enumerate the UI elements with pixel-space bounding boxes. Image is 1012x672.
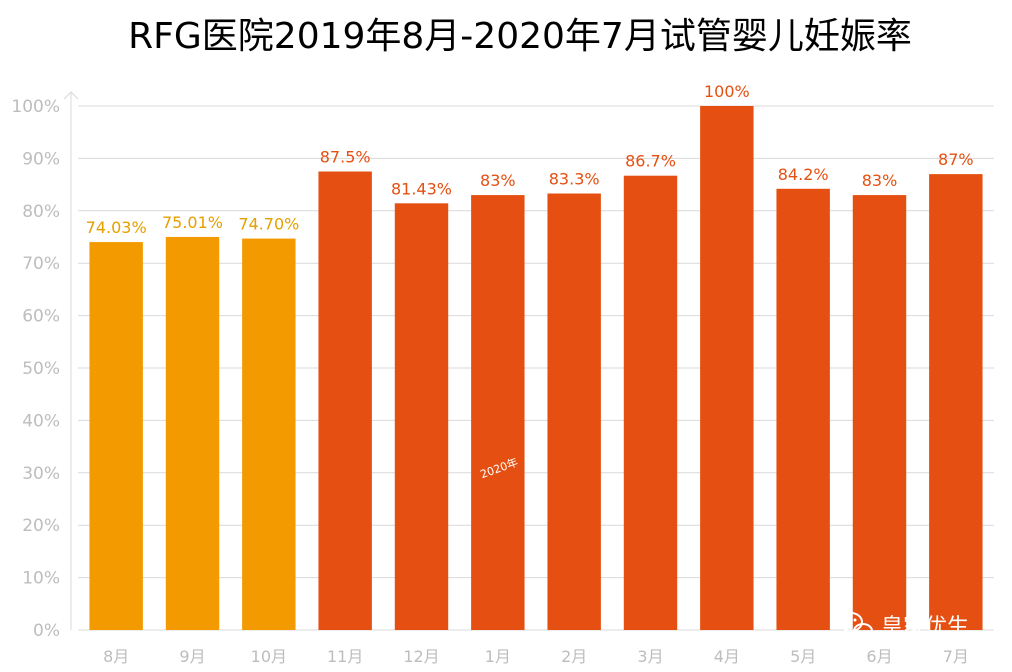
y-tick-label: 90% <box>22 149 60 169</box>
wechat-icon <box>839 612 873 639</box>
data-label: 83% <box>862 171 898 190</box>
bar <box>852 195 907 630</box>
x-tick-label: 9月 <box>179 647 205 666</box>
watermark-text: 皇家优生 <box>881 615 969 640</box>
x-tick-label: 10月 <box>251 647 287 666</box>
data-label: 87.5% <box>320 148 371 167</box>
data-label: 74.03% <box>86 218 147 237</box>
bar <box>89 242 143 630</box>
y-axis-arrow <box>63 91 79 100</box>
bar <box>776 188 830 631</box>
bar <box>929 174 983 630</box>
bars <box>89 106 983 631</box>
watermark: 皇家优生 <box>839 612 969 640</box>
bar <box>700 106 754 630</box>
y-tick-label: 0% <box>33 621 60 641</box>
x-tick-label: 12月 <box>403 647 439 666</box>
x-tick-label: 1月 <box>485 647 511 666</box>
data-label: 100% <box>704 82 750 101</box>
x-tick-label: 5月 <box>790 647 816 666</box>
y-tick-label: 60% <box>22 307 60 327</box>
y-tick-label: 10% <box>22 569 60 589</box>
y-tick-label: 70% <box>22 254 60 274</box>
data-labels: 74.03% 75.01% 74.70% 87.5% 81.43% 83% 83.3% 86.… <box>86 82 974 237</box>
data-label: 81.43% <box>391 179 452 198</box>
bar <box>165 236 220 630</box>
bar <box>242 238 296 630</box>
y-tick-label: 80% <box>22 202 60 222</box>
data-label: 74.70% <box>238 215 299 234</box>
chart-title: RFG医院2019年8月-2020年7月试管婴儿妊娠率 <box>128 16 912 57</box>
data-label: 83% <box>480 171 516 190</box>
data-label: 83.3% <box>549 170 600 189</box>
bar <box>623 175 678 630</box>
y-axis: 0% 10% 20% 30% 40% 50% 60% 70% 80% 90% 100% <box>11 91 79 641</box>
bar <box>394 203 449 630</box>
y-tick-label: 20% <box>22 516 60 536</box>
x-tick-label: 8月 <box>103 647 129 666</box>
y-tick-label: 40% <box>22 411 60 431</box>
y-tick-label: 30% <box>22 464 60 484</box>
x-tick-label: 7月 <box>943 647 969 666</box>
y-tick-label: 50% <box>22 359 60 379</box>
data-label: 87% <box>938 150 974 169</box>
x-tick-label: 3月 <box>637 647 663 666</box>
data-label: 86.7% <box>625 152 676 171</box>
y-tick-label: 100% <box>11 97 60 117</box>
x-tick-label: 6月 <box>866 647 892 666</box>
bar <box>471 195 525 630</box>
x-tick-label: 2月 <box>561 647 587 666</box>
x-tick-label: 11月 <box>327 647 363 666</box>
x-tick-label: 4月 <box>714 647 740 666</box>
bar <box>547 193 601 630</box>
data-label: 75.01% <box>162 213 223 232</box>
data-label: 84.2% <box>778 165 829 184</box>
x-axis: 8月 9月 10月 11月 12月 1月 2月 3月 4月 5月 6月 7月 <box>103 647 969 666</box>
gridlines <box>78 105 994 631</box>
bar <box>318 171 372 630</box>
